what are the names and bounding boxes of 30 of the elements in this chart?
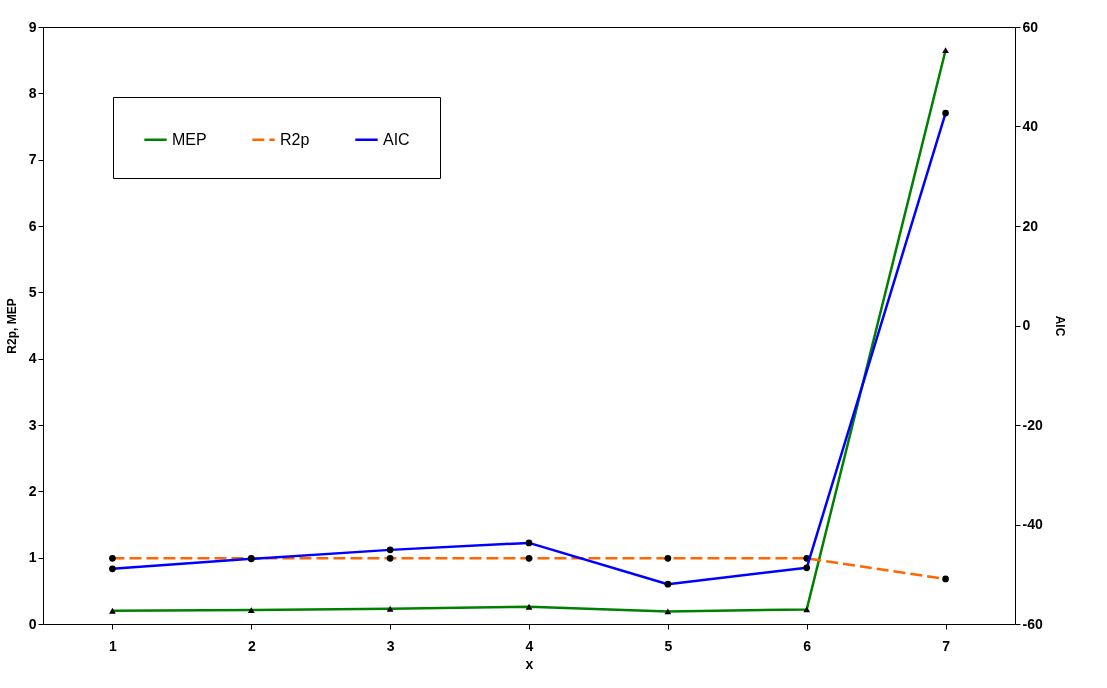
x-tick-label: 1 bbox=[109, 637, 118, 654]
y-tick-label: 9 bbox=[28, 18, 37, 35]
x-axis-title: x bbox=[525, 655, 534, 672]
y-tick-label: 5 bbox=[28, 283, 37, 300]
y-tick-label: 0 bbox=[28, 615, 37, 632]
x-tick-label: 5 bbox=[664, 637, 673, 654]
x-tick-label: 7 bbox=[942, 637, 951, 654]
y-tick-label: 4 bbox=[28, 350, 37, 367]
y2-tick-label: -60 bbox=[1022, 615, 1043, 632]
y2-axis-title: AIC bbox=[1052, 315, 1067, 337]
y2-tick-label: -20 bbox=[1022, 416, 1043, 433]
x-tick-label: 3 bbox=[386, 637, 395, 654]
x-tick-label: 6 bbox=[803, 637, 812, 654]
y-tick-label: 8 bbox=[28, 84, 37, 101]
y2-tick-label: 60 bbox=[1022, 18, 1039, 35]
legend-label: AIC bbox=[383, 130, 410, 148]
legend-label: R2p bbox=[280, 130, 310, 148]
y-tick-label: 6 bbox=[28, 217, 37, 234]
x-tick-label: 4 bbox=[525, 637, 534, 654]
y-tick-label: 1 bbox=[28, 549, 37, 566]
y-tick-label: 3 bbox=[28, 416, 37, 433]
y-tick-label: 7 bbox=[28, 151, 37, 168]
y-tick-label: 2 bbox=[28, 482, 37, 499]
y2-tick-label: 20 bbox=[1022, 217, 1039, 234]
y2-tick-label: 40 bbox=[1022, 118, 1039, 134]
x-tick-label: 2 bbox=[247, 637, 256, 654]
legend-label: MEP bbox=[172, 130, 207, 148]
y2-tick-label: -40 bbox=[1022, 516, 1043, 532]
y-axis-title: R2p, MEP bbox=[4, 298, 19, 354]
y2-tick-label: 0 bbox=[1022, 317, 1031, 333]
